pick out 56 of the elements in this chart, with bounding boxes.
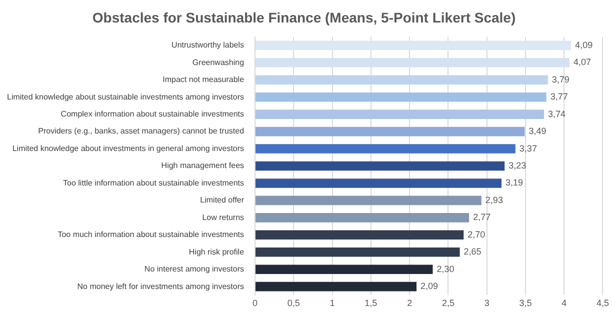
y-tick-label: Limited offer bbox=[200, 196, 244, 205]
data-label: 3,77 bbox=[550, 92, 568, 102]
data-label: 4,07 bbox=[574, 57, 592, 68]
data-label: 3,79 bbox=[552, 74, 570, 84]
data-label: 3,37 bbox=[519, 143, 537, 154]
bar bbox=[256, 213, 470, 222]
bar bbox=[256, 40, 572, 50]
bar bbox=[256, 264, 433, 274]
y-tick-label: No interest among investors bbox=[144, 264, 244, 274]
data-label: 4,09 bbox=[575, 40, 593, 50]
data-label: 2,93 bbox=[485, 194, 503, 205]
bar bbox=[256, 196, 482, 206]
data-label: 2,09 bbox=[420, 281, 438, 292]
bar bbox=[256, 126, 525, 136]
y-tick-label: Too much information about sustainable investments bbox=[58, 230, 244, 240]
y-tick-label: High risk profile bbox=[188, 247, 245, 256]
y-tick-label: Greenwashing bbox=[192, 58, 244, 67]
bar bbox=[256, 58, 570, 68]
y-tick-label: Low returns bbox=[202, 212, 244, 222]
y-tick-label: Complex information about sustainable investments bbox=[60, 110, 244, 119]
data-label: 2,65 bbox=[464, 246, 482, 257]
bar bbox=[256, 230, 464, 240]
y-tick-label: Untrustworthy labels bbox=[172, 40, 244, 50]
x-tick-label: 3,5 bbox=[519, 298, 532, 308]
x-tick-label: 2,5 bbox=[442, 298, 454, 308]
y-tick-label: Limited knowledge about investments in general among investors bbox=[12, 144, 244, 153]
data-label: 3,49 bbox=[528, 126, 546, 136]
data-label: 2,30 bbox=[436, 264, 454, 274]
data-label: 3,19 bbox=[506, 178, 524, 188]
bar bbox=[256, 178, 502, 188]
chart-title: Obstacles for Sustainable Finance (Means, 5-Point Likert Scale) bbox=[92, 9, 516, 26]
x-tick-label: 3 bbox=[484, 298, 490, 308]
data-label: 3,23 bbox=[508, 160, 526, 170]
x-tick-label: 0 bbox=[252, 298, 258, 308]
bar bbox=[256, 144, 516, 154]
x-tick-label: 2 bbox=[407, 298, 412, 308]
data-label: 3,74 bbox=[548, 108, 566, 119]
y-tick-label: High management fees bbox=[161, 161, 244, 170]
x-tick-label: 1,5 bbox=[364, 298, 378, 308]
x-tick-label: 4,5 bbox=[596, 298, 609, 308]
y-tick-label: No money left for investments among investors bbox=[77, 282, 244, 291]
bar bbox=[256, 161, 505, 171]
x-tick-label: 1 bbox=[330, 298, 335, 308]
x-tick-label: 4 bbox=[562, 298, 567, 308]
bar bbox=[256, 247, 460, 257]
x-tick-label: 0,5 bbox=[287, 298, 300, 308]
bar bbox=[256, 282, 417, 292]
bar bbox=[256, 75, 548, 85]
data-label: 2,70 bbox=[468, 229, 486, 240]
y-tick-label: Too little information about sustainable investments bbox=[63, 178, 244, 188]
data-label: 2,77 bbox=[473, 212, 491, 222]
bar bbox=[256, 92, 546, 102]
bar bbox=[256, 110, 544, 119]
y-tick-label: Limited knowledge about sustainable investments among investors bbox=[6, 92, 244, 102]
y-tick-label: Providers (e.g., banks, asset managers) cannot be trusted bbox=[38, 126, 244, 136]
y-tick-label: Impact not measurable bbox=[162, 75, 245, 84]
